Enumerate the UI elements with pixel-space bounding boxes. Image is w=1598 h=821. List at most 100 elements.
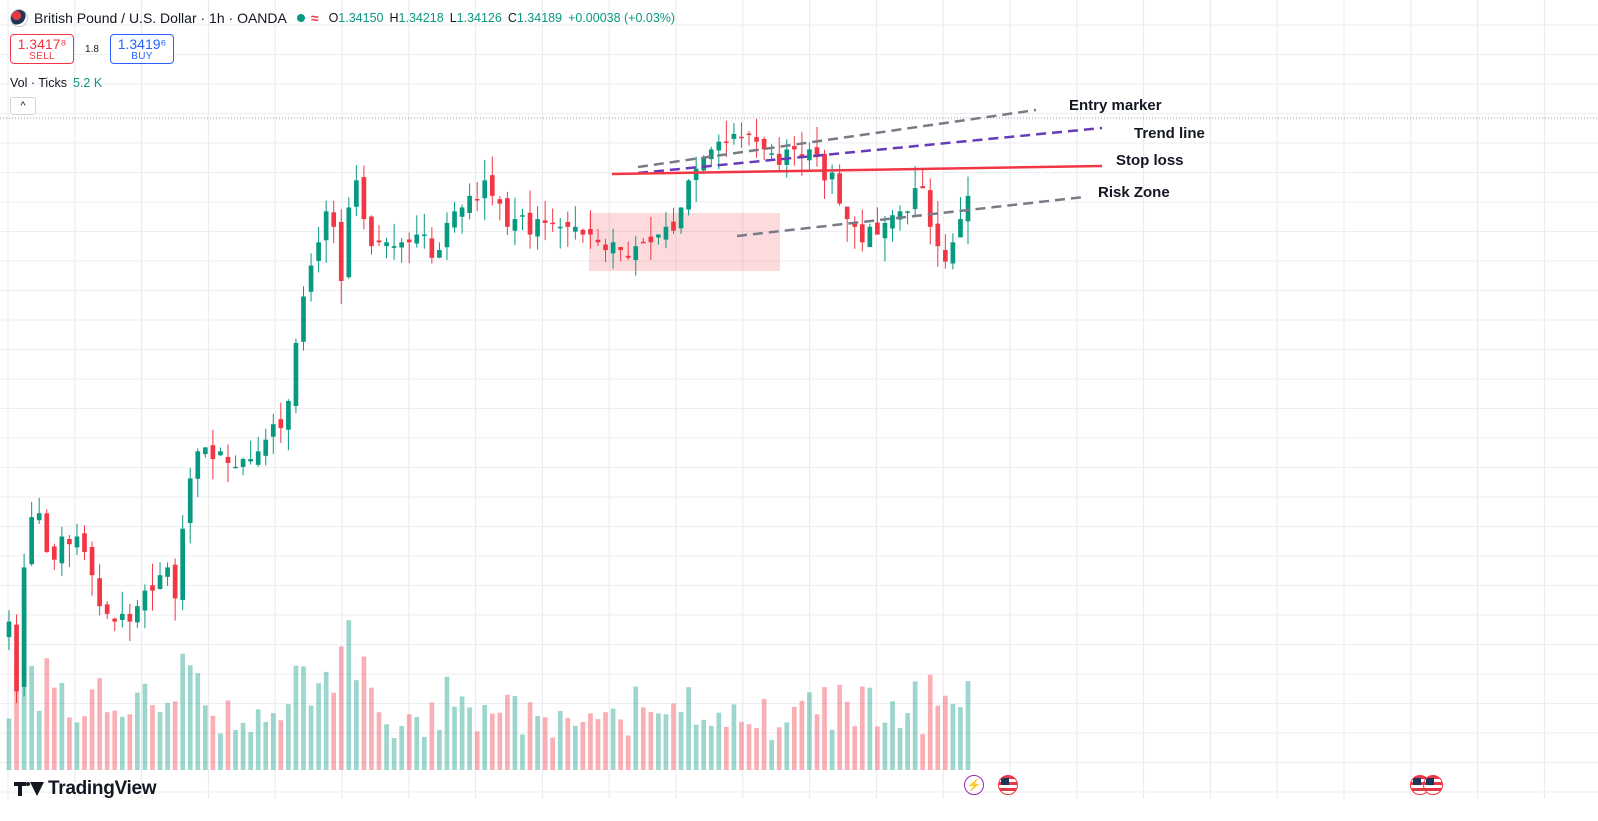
status-dot-icon	[296, 14, 305, 22]
volume-bar	[769, 740, 775, 770]
candle-body	[739, 136, 744, 139]
volume-bar	[829, 729, 835, 770]
annotation-stop-loss[interactable]: Stop loss	[1116, 152, 1184, 169]
us-flag-icon[interactable]	[998, 775, 1018, 795]
volume-bar	[104, 712, 110, 770]
sell-button[interactable]: 1.3417⁸ SELL	[10, 34, 74, 64]
candle-body	[754, 137, 759, 142]
volume-bar	[814, 714, 820, 770]
ohlc-values: O1.34150 H1.34218 L1.34126 C1.34189	[329, 11, 563, 25]
stop-loss-line	[611, 164, 1103, 176]
candle-body	[187, 478, 193, 524]
candle-body	[51, 546, 57, 560]
candle-body	[625, 255, 631, 258]
volume-label[interactable]: Vol · Ticks	[10, 76, 67, 90]
candle-body	[14, 624, 19, 692]
volume-bar	[520, 734, 525, 770]
volume-bar	[278, 720, 284, 770]
collapse-button[interactable]: ^	[10, 97, 36, 115]
bolt-icon[interactable]: ⚡	[964, 775, 984, 795]
annotation-entry-marker[interactable]: Entry marker	[1069, 97, 1162, 114]
candle-body	[656, 234, 661, 238]
candle-body	[489, 175, 495, 196]
candle-body	[323, 211, 329, 241]
candle-body	[44, 513, 50, 552]
volume-bar	[150, 705, 155, 770]
volume-bar	[467, 707, 472, 770]
volume-bar	[361, 656, 367, 770]
wave-icon: ≈	[310, 10, 319, 26]
candle-body	[331, 212, 337, 227]
candle-body	[663, 226, 669, 240]
volume-bar	[799, 700, 805, 770]
volume-bar	[648, 711, 654, 770]
candle-body	[618, 247, 623, 251]
candle-body	[505, 198, 510, 227]
volume-bar	[625, 735, 631, 770]
candle-body	[920, 186, 926, 189]
candle-body	[286, 401, 291, 430]
candle-body	[769, 153, 775, 155]
candle-body	[965, 195, 971, 222]
sell-price: 1.3417⁸	[17, 35, 67, 52]
candle-body	[361, 177, 367, 220]
candle-body	[497, 199, 503, 204]
volume-bar	[421, 736, 427, 770]
volume-bar	[195, 673, 201, 770]
candle-body	[791, 146, 797, 150]
candle-body	[293, 342, 299, 407]
candle-body	[708, 149, 714, 160]
candle-body	[157, 575, 163, 590]
volume-bar	[912, 681, 918, 770]
volume-bar	[354, 680, 359, 770]
candle-body	[474, 198, 480, 201]
candle-body	[391, 246, 397, 248]
candle-body	[89, 547, 95, 576]
volume-bar	[678, 711, 684, 770]
annotation-trend-line[interactable]: Trend line	[1134, 125, 1205, 142]
volume-bar	[875, 726, 880, 770]
candle-body	[414, 234, 420, 244]
volume-bar	[135, 692, 140, 770]
volume-bar	[165, 702, 170, 770]
volume-bar	[761, 698, 767, 770]
volume-bar	[882, 722, 888, 770]
candle-body	[724, 141, 729, 143]
volume-bar	[270, 713, 276, 770]
volume-bar	[142, 683, 148, 770]
buy-price: 1.3419⁶	[117, 35, 167, 52]
candle-body	[875, 222, 880, 235]
volume-bar	[701, 719, 707, 770]
volume-bar	[429, 702, 435, 770]
candle-body	[844, 206, 850, 220]
candle-body	[950, 242, 956, 264]
volume-bar	[595, 719, 601, 770]
volume-bar	[776, 727, 782, 770]
volume-bar	[739, 721, 744, 770]
volume-bar	[905, 713, 910, 770]
volume-bar	[724, 726, 729, 770]
candle-body	[233, 466, 238, 469]
candle-body	[935, 223, 941, 247]
volume-bar	[588, 713, 593, 770]
candle-body	[859, 224, 865, 243]
volume-bar	[633, 686, 639, 770]
us-flag-icon[interactable]	[1423, 775, 1443, 795]
candle-body	[308, 265, 314, 292]
symbol-header: British Pound / U.S. Dollar · 1h · OANDA…	[10, 8, 675, 28]
tradingview-logo[interactable]: TradingView	[14, 778, 157, 800]
candle-body	[746, 133, 752, 136]
volume-bar	[240, 722, 246, 770]
candle-body	[807, 149, 812, 161]
symbol-title[interactable]: British Pound / U.S. Dollar · 1h · OANDA	[34, 10, 287, 26]
grid	[0, 0, 1598, 798]
candle-body	[142, 590, 148, 611]
volume-bar	[708, 725, 714, 770]
buy-button[interactable]: 1.3419⁶ BUY	[110, 34, 174, 64]
annotation-risk-zone[interactable]: Risk Zone	[1098, 184, 1170, 201]
volume-bar	[474, 731, 480, 770]
buy-label: BUY	[131, 50, 153, 62]
candle-body	[678, 207, 684, 229]
candle-body	[890, 215, 895, 229]
